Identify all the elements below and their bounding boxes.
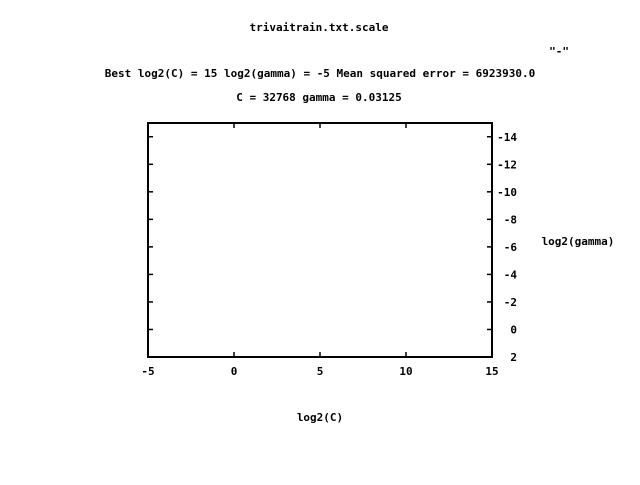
y-axis-label: log2(gamma) (542, 235, 615, 248)
y-tick-label: -8 (504, 213, 517, 226)
legend-key-label: "-" (549, 45, 569, 58)
y-tick-label: -14 (497, 131, 517, 144)
y-tick-label: -6 (504, 241, 518, 254)
x-axis-label: log2(C) (297, 411, 343, 424)
chart-title: trivaitrain.txt.scale (249, 21, 388, 34)
x-tick-label: 5 (317, 365, 324, 378)
x-tick-label: 0 (231, 365, 238, 378)
chart-subtitle-params: C = 32768 gamma = 0.03125 (236, 91, 402, 104)
y-tick-label: -10 (497, 186, 517, 199)
x-tick-label: 15 (485, 365, 498, 378)
y-axis: 2 0 -2 -4 -6 -8 -10 -12 -14 (148, 131, 517, 364)
x-tick-label: 10 (399, 365, 412, 378)
y-tick-label: 0 (510, 323, 517, 336)
y-tick-label: -12 (497, 158, 517, 171)
chart-subtitle-best: Best log2(C) = 15 log2(gamma) = -5 Mean … (105, 67, 535, 80)
y-tick-label: 2 (510, 351, 517, 364)
x-tick-label: -5 (141, 365, 154, 378)
y-tick-label: -2 (504, 296, 517, 309)
x-axis: -5 0 5 10 15 (141, 123, 499, 378)
y-tick-label: -4 (504, 268, 518, 281)
